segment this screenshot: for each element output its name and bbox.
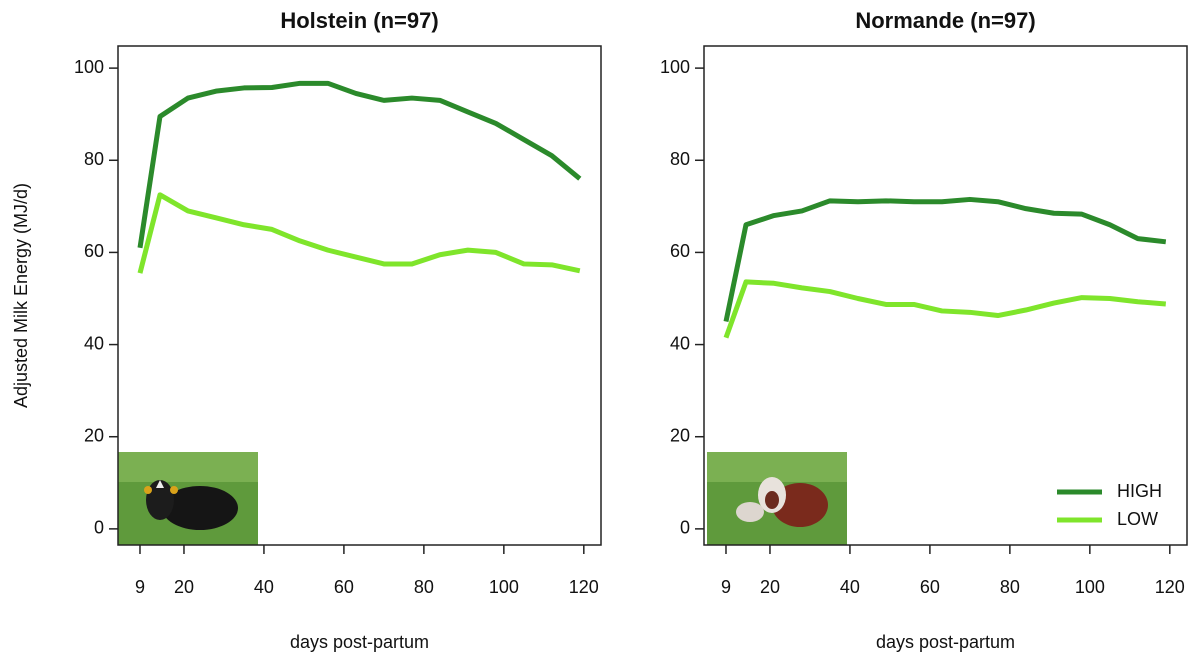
x-axis-label: days post-partum bbox=[290, 632, 429, 652]
data-line bbox=[140, 195, 580, 273]
y-tick-label: 40 bbox=[84, 333, 104, 353]
y-axis-label: Adjusted Milk Energy (MJ/d) bbox=[11, 183, 31, 408]
x-tick-label: 20 bbox=[760, 577, 780, 597]
photo-normande bbox=[707, 452, 847, 545]
y-tick-label: 0 bbox=[680, 518, 690, 538]
y-tick-label: 20 bbox=[670, 425, 690, 445]
x-tick-label: 9 bbox=[135, 577, 145, 597]
y-tick-label: 0 bbox=[94, 518, 104, 538]
y-tick-label: 20 bbox=[84, 425, 104, 445]
y-tick-label: 100 bbox=[660, 57, 690, 77]
legend-label: LOW bbox=[1117, 509, 1158, 529]
x-tick-label: 40 bbox=[840, 577, 860, 597]
legend-label: HIGH bbox=[1117, 481, 1162, 501]
y-tick-label: 40 bbox=[670, 333, 690, 353]
figure: Holstein (n=97) days post-partum Adjusted … bbox=[0, 0, 1192, 657]
x-tick-label: 100 bbox=[1075, 577, 1105, 597]
x-tick-label: 80 bbox=[1000, 577, 1020, 597]
data-line bbox=[726, 199, 1166, 321]
x-tick-label: 80 bbox=[414, 577, 434, 597]
chart-title: Normande (n=97) bbox=[855, 8, 1035, 33]
data-line bbox=[726, 282, 1166, 338]
x-tick-label: 9 bbox=[721, 577, 731, 597]
y-tick-label: 100 bbox=[74, 57, 104, 77]
data-line bbox=[140, 83, 580, 247]
x-tick-label: 100 bbox=[489, 577, 519, 597]
y-tick-label: 60 bbox=[670, 241, 690, 261]
x-tick-label: 40 bbox=[254, 577, 274, 597]
y-tick-label: 80 bbox=[84, 149, 104, 169]
photo-holstein bbox=[118, 452, 258, 545]
x-tick-label: 120 bbox=[569, 577, 599, 597]
x-tick-label: 60 bbox=[334, 577, 354, 597]
x-tick-label: 60 bbox=[920, 577, 940, 597]
x-tick-label: 20 bbox=[174, 577, 194, 597]
x-axis-label: days post-partum bbox=[876, 632, 1015, 652]
chart-title: Holstein (n=97) bbox=[280, 8, 438, 33]
y-tick-label: 80 bbox=[670, 149, 690, 169]
x-tick-label: 120 bbox=[1155, 577, 1185, 597]
y-tick-label: 60 bbox=[84, 241, 104, 261]
